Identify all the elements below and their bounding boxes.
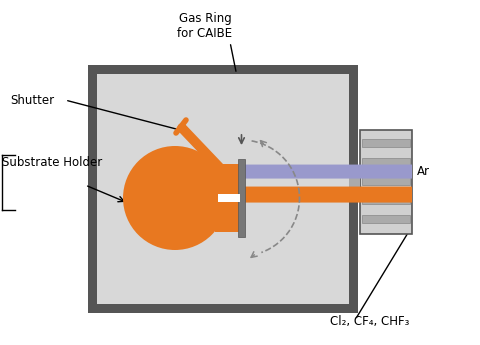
Bar — [238, 159, 245, 237]
Text: Cl₂, CF₄, CHF₃: Cl₂, CF₄, CHF₃ — [330, 315, 409, 328]
Bar — [349, 166, 360, 198]
Bar — [218, 194, 240, 202]
Text: Gas Ring
for CAIBE: Gas Ring for CAIBE — [178, 12, 233, 40]
Circle shape — [123, 146, 227, 250]
FancyArrow shape — [228, 183, 412, 206]
Text: Substrate Holder: Substrate Holder — [2, 156, 102, 168]
Bar — [362, 158, 410, 166]
FancyArrow shape — [228, 161, 412, 181]
Bar — [360, 130, 412, 234]
Text: Ar: Ar — [417, 165, 430, 178]
Bar — [215, 164, 243, 232]
Bar — [362, 139, 410, 147]
Bar — [97, 74, 349, 304]
Bar — [362, 215, 410, 223]
Text: Shutter: Shutter — [10, 93, 54, 107]
Bar — [362, 196, 410, 204]
Bar — [362, 177, 410, 185]
Bar — [88, 65, 358, 313]
